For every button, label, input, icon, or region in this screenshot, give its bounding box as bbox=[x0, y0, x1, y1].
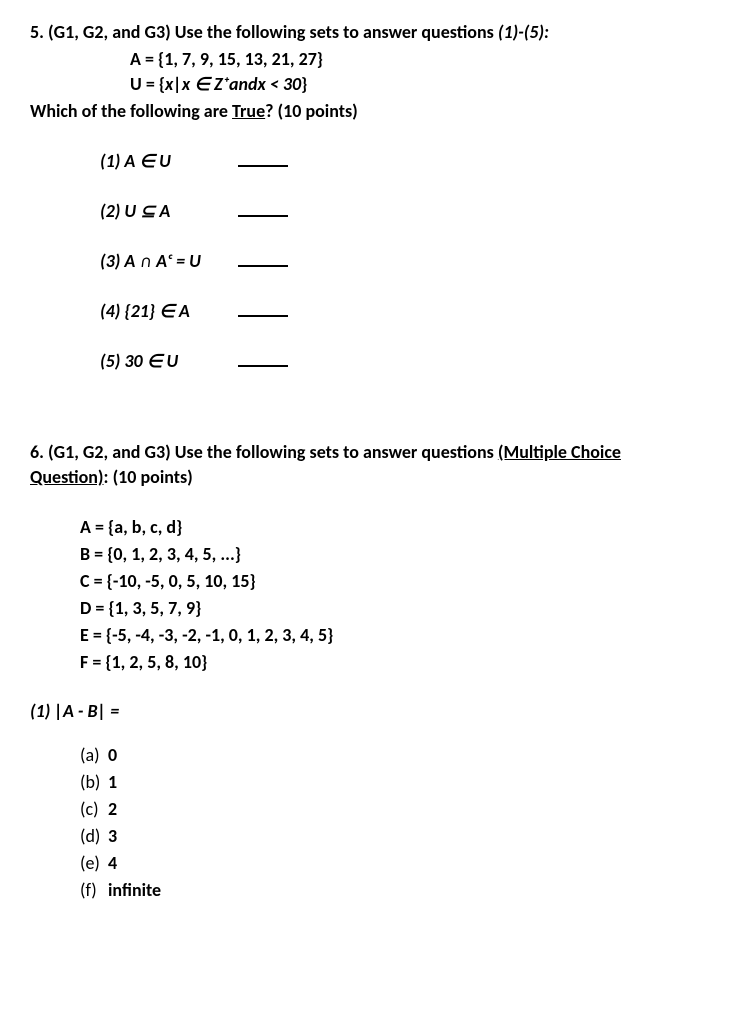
choice-b[interactable]: (b)1 bbox=[80, 769, 700, 796]
q6-sets: A = {a, b, c, d} B = {0, 1, 2, 3, 4, 5, … bbox=[80, 514, 700, 676]
q5-set-u-suffix: } bbox=[301, 73, 307, 95]
q5-item-label: (1) A ∈ U bbox=[100, 150, 230, 172]
q6-set-e: E = {-5, -4, -3, -2, -1, 0, 1, 2, 3, 4, … bbox=[80, 622, 700, 649]
q5-header-text: 5. (G1, G2, and G3) Use the following se… bbox=[30, 21, 498, 43]
q5-header-italic: (1)-(5): bbox=[498, 21, 549, 43]
q5-set-u: U = {x|x ∈ Z⁺andx < 30} bbox=[130, 72, 700, 97]
choice-d[interactable]: (d)3 bbox=[80, 823, 700, 850]
choice-label: (a) bbox=[80, 742, 108, 769]
answer-blank[interactable] bbox=[238, 365, 288, 367]
q6-choices: (a)0 (b)1 (c)2 (d)3 (e)4 (f)infinite bbox=[80, 742, 700, 904]
choice-label: (b) bbox=[80, 769, 108, 796]
choice-label: (f) bbox=[80, 877, 108, 904]
q5-item-1: (1) A ∈ U bbox=[100, 150, 700, 172]
choice-label: (c) bbox=[80, 796, 108, 823]
choice-a[interactable]: (a)0 bbox=[80, 742, 700, 769]
answer-blank[interactable] bbox=[238, 315, 288, 317]
q5-set-a: A = {1, 7, 9, 15, 13, 21, 27} bbox=[130, 47, 700, 72]
q5-set-u-math: x|x ∈ Z⁺andx < 30 bbox=[165, 73, 301, 95]
choice-e[interactable]: (e)4 bbox=[80, 850, 700, 877]
q5-item-label: (5) 30 ∈ U bbox=[100, 350, 230, 372]
q5-item-label: (4) {21} ∈ A bbox=[100, 300, 230, 322]
choice-text: infinite bbox=[108, 879, 161, 901]
q6-subquestion: (1) |A - B| = bbox=[30, 700, 700, 722]
q5-header: 5. (G1, G2, and G3) Use the following se… bbox=[30, 20, 700, 45]
q6-set-c: C = {-10, -5, 0, 5, 10, 15} bbox=[80, 568, 700, 595]
q5-prompt: Which of the following are True? (10 poi… bbox=[30, 100, 700, 122]
answer-blank[interactable] bbox=[238, 265, 288, 267]
choice-f[interactable]: (f)infinite bbox=[80, 877, 700, 904]
q6-header-pre: 6. (G1, G2, and G3) Use the following se… bbox=[30, 441, 498, 463]
q5-prompt-pre: Which of the following are bbox=[30, 100, 232, 122]
q5-item-5: (5) 30 ∈ U bbox=[100, 350, 700, 372]
q5-prompt-post: ? (10 points) bbox=[265, 100, 358, 122]
q5-item-4: (4) {21} ∈ A bbox=[100, 300, 700, 322]
choice-label: (d) bbox=[80, 823, 108, 850]
choice-text: 2 bbox=[108, 798, 117, 820]
q6-header: 6. (G1, G2, and G3) Use the following se… bbox=[30, 440, 700, 490]
choice-label: (e) bbox=[80, 850, 108, 877]
q5-item-3: (3) A ∩ Aᶜ = U bbox=[100, 250, 700, 272]
q5-item-2: (2) U ⊆ A bbox=[100, 200, 700, 222]
choice-c[interactable]: (c)2 bbox=[80, 796, 700, 823]
q6-set-a: A = {a, b, c, d} bbox=[80, 514, 700, 541]
choice-text: 4 bbox=[108, 852, 117, 874]
choice-text: 0 bbox=[108, 744, 117, 766]
answer-blank[interactable] bbox=[238, 165, 288, 167]
q5-set-u-prefix: U = { bbox=[130, 73, 165, 95]
q6-header-post: : (10 points) bbox=[104, 466, 193, 488]
answer-blank[interactable] bbox=[238, 215, 288, 217]
q5-item-label: (2) U ⊆ A bbox=[100, 200, 230, 222]
choice-text: 1 bbox=[108, 771, 117, 793]
choice-text: 3 bbox=[108, 825, 117, 847]
q5-prompt-true: True bbox=[232, 100, 265, 122]
q6-set-d: D = {1, 3, 5, 7, 9} bbox=[80, 595, 700, 622]
q6-set-f: F = {1, 2, 5, 8, 10} bbox=[80, 649, 700, 676]
q5-item-label: (3) A ∩ Aᶜ = U bbox=[100, 250, 230, 272]
q6-set-b: B = {0, 1, 2, 3, 4, 5, ...} bbox=[80, 541, 700, 568]
